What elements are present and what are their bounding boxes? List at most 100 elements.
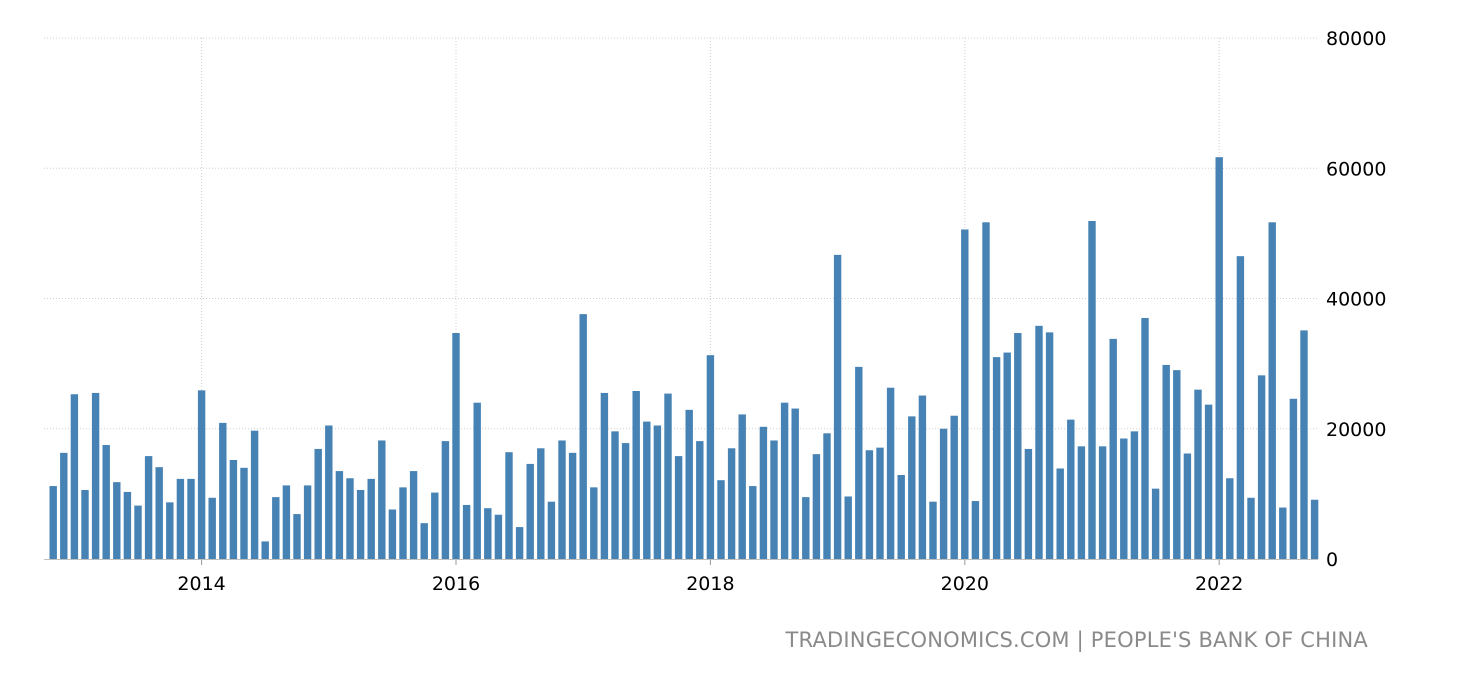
bar — [303, 485, 312, 559]
bar — [600, 392, 609, 559]
x-tick-label: 2014 — [177, 573, 225, 595]
x-tick-label: 2018 — [686, 573, 734, 595]
bar — [155, 467, 163, 559]
bar — [939, 428, 948, 559]
bar — [886, 387, 895, 559]
bar — [1289, 398, 1298, 559]
x-axis: 2014 2016 2018 2020 2022 — [44, 559, 1318, 595]
bar — [1173, 370, 1181, 559]
y-axis: 0 20000 40000 60000 80000 — [1326, 28, 1386, 571]
bar — [261, 541, 269, 559]
bar — [759, 426, 768, 559]
bar — [961, 229, 969, 559]
bar — [462, 504, 471, 559]
bar — [643, 421, 651, 559]
bar — [791, 408, 799, 559]
bar — [950, 415, 958, 559]
bar — [1088, 221, 1096, 559]
bar — [1226, 478, 1234, 559]
bar — [441, 441, 450, 559]
grid-lines — [44, 37, 1318, 559]
bar — [219, 422, 227, 559]
x-tick-label: 2022 — [1195, 573, 1243, 595]
bar — [1247, 497, 1255, 559]
bar — [780, 402, 789, 559]
bar — [240, 467, 248, 559]
bar — [144, 456, 153, 559]
bar — [356, 489, 365, 559]
y-tick-label: 80000 — [1326, 28, 1386, 50]
bar — [282, 485, 291, 559]
bar — [494, 514, 503, 559]
bar — [70, 394, 79, 559]
bar — [526, 463, 534, 559]
bar — [484, 508, 492, 559]
bar — [1204, 404, 1213, 559]
bar — [1077, 446, 1086, 559]
bar — [568, 452, 577, 559]
y-tick-label: 0 — [1326, 549, 1338, 571]
bar — [1024, 448, 1033, 559]
bar — [314, 448, 322, 559]
bar — [134, 505, 142, 559]
bar — [272, 497, 280, 559]
bar — [865, 450, 874, 559]
bar — [632, 390, 640, 559]
bar — [123, 491, 132, 559]
bar — [176, 478, 185, 559]
bar — [166, 502, 174, 559]
bar — [918, 395, 927, 559]
bar — [1162, 364, 1170, 559]
bar — [1268, 222, 1276, 560]
bar — [250, 430, 259, 559]
bar — [346, 478, 354, 559]
bar — [399, 487, 407, 559]
x-tick-label: 2016 — [432, 573, 480, 595]
bar — [409, 471, 418, 559]
bar — [812, 454, 821, 559]
bar — [844, 496, 852, 559]
bar — [208, 497, 216, 559]
bar — [420, 523, 428, 559]
bar — [1151, 488, 1160, 559]
bar — [1130, 431, 1139, 559]
bar — [367, 478, 375, 559]
bar — [60, 452, 68, 559]
bar — [1035, 325, 1043, 559]
bar — [802, 497, 810, 559]
bar — [579, 314, 587, 559]
bar — [1098, 446, 1107, 559]
y-tick-label: 40000 — [1326, 289, 1386, 311]
bar — [197, 390, 206, 559]
bar — [897, 474, 905, 559]
bar — [908, 416, 916, 559]
source-attribution: TRADINGECONOMICS.COM | PEOPLE'S BANK OF … — [785, 628, 1368, 652]
bar — [1003, 352, 1011, 559]
bar — [727, 448, 736, 559]
bar — [1215, 157, 1223, 559]
bar — [229, 460, 238, 559]
bar — [1109, 338, 1117, 559]
bar — [696, 441, 704, 559]
bar — [833, 254, 842, 559]
bar — [1183, 453, 1192, 559]
bar — [1194, 389, 1202, 559]
bar — [431, 492, 439, 559]
bar — [547, 501, 556, 559]
bar — [452, 333, 460, 559]
bar — [558, 440, 566, 559]
bar — [1300, 330, 1308, 559]
bar — [1045, 332, 1054, 559]
bar — [1120, 438, 1128, 559]
bar — [1257, 375, 1266, 559]
bar — [685, 409, 693, 559]
bar — [102, 445, 110, 559]
bar — [674, 456, 683, 559]
bar — [664, 393, 672, 559]
bar — [49, 486, 57, 559]
bar — [1141, 318, 1149, 559]
bar — [1279, 507, 1287, 559]
bar — [388, 509, 397, 559]
bar — [706, 355, 715, 559]
bar — [187, 478, 195, 559]
